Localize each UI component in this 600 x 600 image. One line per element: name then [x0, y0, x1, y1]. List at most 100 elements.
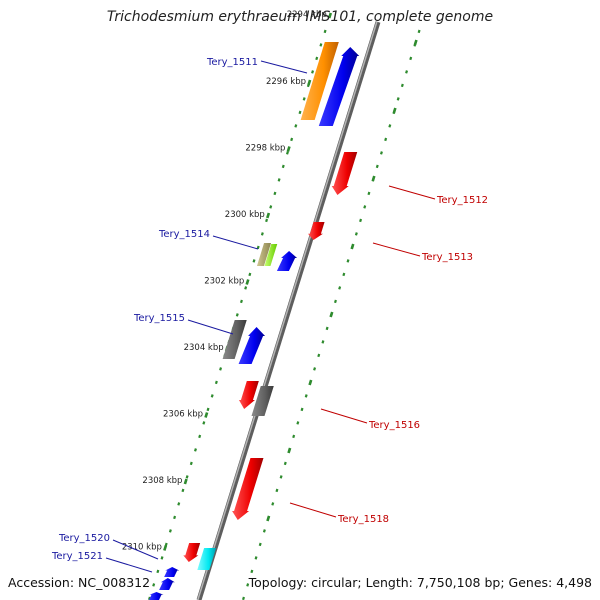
tick-dot — [300, 407, 304, 412]
gene-tery-1520-cds — [164, 567, 180, 577]
tick-dot — [242, 596, 245, 600]
tick-dot — [193, 448, 197, 452]
backbone-line — [196, 21, 381, 600]
tick-label: 2302 kbp — [204, 277, 244, 287]
tick-dot — [254, 556, 258, 560]
gene-tery-1514-feature — [264, 244, 278, 266]
tick-dot — [375, 164, 379, 169]
major-tick — [327, 12, 333, 19]
tick-dot — [177, 502, 181, 506]
tick-dot — [181, 488, 185, 493]
tick-label: 2294 kbp — [287, 10, 327, 20]
tick-dot — [164, 542, 168, 547]
tick-dot — [214, 380, 218, 385]
tick-label: 2304 kbp — [184, 343, 224, 353]
tick-dot — [290, 137, 294, 142]
tick-dot — [279, 475, 283, 479]
gene-leader-line — [187, 319, 234, 335]
major-tick — [307, 79, 312, 86]
major-tick — [266, 212, 271, 219]
tick-dot — [388, 124, 392, 128]
gene-tery-1516-cds — [238, 381, 259, 409]
tick-dot — [379, 151, 383, 155]
tick-dot — [273, 191, 277, 196]
tick-dot — [283, 461, 287, 466]
tick-layer: 2294 kbp 2296 kbp 2298 kbp 2300 kbp 2302 kbp… — [122, 10, 421, 600]
gene-tery-1511-feature — [300, 42, 339, 120]
tick-dot — [160, 556, 164, 560]
tick-dot — [396, 97, 400, 101]
tick-dot — [367, 191, 371, 196]
tick-dot — [235, 313, 239, 317]
gene-label[interactable]: Tery_1514 — [158, 229, 210, 240]
gene-tery-1518-cds — [232, 458, 264, 520]
tick-dot — [156, 569, 160, 574]
gene-label[interactable]: Tery_1511 — [206, 57, 258, 68]
tick-label: 2308 kbp — [142, 476, 182, 486]
tick-dot — [198, 434, 202, 439]
tick-dot — [405, 70, 409, 74]
gene-tery-1516-feature — [251, 386, 274, 416]
gene-tery-1512-cds — [331, 152, 358, 195]
gene-label[interactable]: Tery_1513 — [421, 252, 473, 263]
gene-leader-line — [388, 185, 436, 200]
gene-tery-1515-feature — [222, 320, 247, 359]
tick-dot — [185, 475, 189, 479]
tick-dot — [244, 286, 248, 290]
major-tick — [163, 545, 168, 551]
tick-dot — [210, 394, 214, 398]
gene-leader-line — [372, 242, 421, 257]
gene-label[interactable]: Tery_1521 — [51, 551, 103, 562]
tick-dot — [248, 272, 252, 277]
gene-leader-line — [112, 539, 159, 560]
backbone-highlight — [197, 21, 378, 600]
gene-leader-line — [320, 408, 368, 424]
tick-dot — [409, 56, 413, 61]
backbone-layer — [196, 21, 381, 600]
tick-label: 2300 kbp — [225, 210, 265, 220]
tick-dot — [258, 542, 262, 547]
major-tick — [286, 146, 291, 152]
tick-dot — [246, 583, 250, 587]
tick-label: 2306 kbp — [163, 410, 203, 420]
major-tick — [183, 478, 188, 485]
tick-dot — [346, 259, 350, 263]
tick-dot — [189, 461, 193, 466]
tick-dot — [325, 326, 329, 331]
major-tick — [350, 243, 355, 250]
label-layer: Tery_1511 Tery_1512 Tery_1513 Tery_1514 Tery… — [51, 57, 488, 573]
tick-dot — [148, 596, 151, 600]
major-tick — [287, 447, 292, 454]
major-tick — [392, 107, 397, 114]
gene-tery-1513-cds — [307, 222, 325, 240]
accession-text: Accession: NC_008312 — [8, 575, 151, 590]
gene-label[interactable]: Tery_1518 — [337, 514, 389, 525]
tick-dot — [202, 421, 206, 425]
tick-dot — [265, 218, 269, 223]
tick-dot — [168, 529, 172, 533]
tick-dot — [173, 515, 177, 520]
major-tick — [308, 379, 313, 386]
tick-dot — [275, 488, 279, 493]
major-tick — [329, 311, 334, 318]
tick-dot — [206, 407, 210, 412]
gene-label[interactable]: Tery_1515 — [133, 313, 185, 324]
gene-layer — [149, 42, 360, 600]
tick-dot — [277, 178, 281, 182]
tick-dot — [262, 529, 266, 533]
gene-label[interactable]: Tery_1520 — [58, 533, 110, 544]
gene-leader-line — [260, 60, 308, 74]
tick-dot — [296, 421, 300, 425]
tick-label: 2310 kbp — [122, 543, 162, 553]
tick-dot — [294, 124, 298, 128]
gene-leader-line — [289, 502, 337, 518]
tick-label: 2298 kbp — [245, 144, 285, 154]
gene-label[interactable]: Tery_1516 — [368, 420, 420, 431]
tick-dot — [269, 205, 273, 209]
tick-dot — [281, 164, 285, 169]
tick-dot — [363, 205, 367, 209]
gene-label[interactable]: Tery_1512 — [436, 195, 488, 206]
tick-dot — [400, 83, 404, 88]
major-tick — [413, 39, 418, 46]
